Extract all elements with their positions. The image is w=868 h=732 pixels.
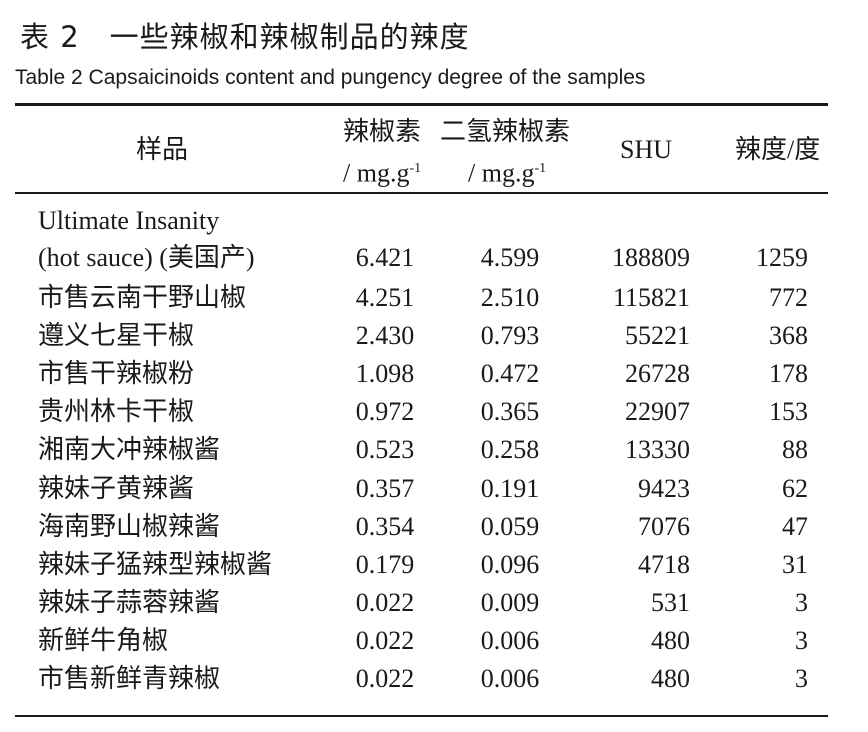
header-rule (15, 192, 828, 194)
pungency-value: 3 (795, 626, 808, 655)
capsaicin-value: 0.354 (355, 512, 415, 541)
capsaicin-value: 0.022 (355, 588, 415, 617)
unit-text: / mg.g (468, 158, 535, 188)
header-capsaicin-unit: / mg.g-1 (343, 150, 421, 193)
dihydrocapsaicin-value: 0.258 (480, 435, 540, 464)
pungency-value: 3 (795, 588, 808, 617)
pungency-value: 153 (769, 397, 808, 426)
shu-value: 26728 (625, 359, 690, 388)
shu-value: 22907 (625, 397, 690, 426)
sample-name-line2: (hot sauce) (美国产) (38, 243, 255, 272)
unit-text: / mg.g (343, 158, 410, 188)
sample-name: 市售新鲜青辣椒 (38, 664, 221, 693)
top-rule (15, 103, 828, 106)
shu-value: 9423 (638, 474, 690, 503)
sample-name: 辣妹子猛辣型辣椒酱 (38, 550, 273, 579)
sample-name: 辣妹子黄辣酱 (38, 474, 195, 503)
dihydrocapsaicin-value: 0.096 (480, 550, 540, 579)
sample-name: Ultimate Insanity (38, 206, 220, 235)
capsaicin-value: 6.421 (355, 243, 415, 272)
shu-value: 188809 (612, 243, 690, 272)
sample-name: 遵义七星干椒 (38, 321, 195, 350)
shu-value: 7076 (638, 512, 690, 541)
dihydrocapsaicin-value: 0.365 (480, 397, 540, 426)
dihydrocapsaicin-value: 0.009 (480, 588, 540, 617)
header-dihydrocapsaicin: 二氢辣椒素 (440, 117, 571, 146)
capsaicin-value: 4.251 (355, 283, 415, 312)
sample-name: 市售干辣椒粉 (38, 359, 195, 388)
shu-value: 4718 (638, 550, 690, 579)
capsaicin-value: 0.022 (355, 664, 415, 693)
shu-value: 13330 (625, 435, 690, 464)
unit-exponent: -1 (409, 161, 422, 176)
pungency-value: 368 (769, 321, 808, 350)
shu-value: 480 (651, 664, 690, 693)
dihydrocapsaicin-value: 0.059 (480, 512, 540, 541)
sample-name: 辣妹子蒜蓉辣酱 (38, 588, 221, 617)
pungency-value: 3 (795, 664, 808, 693)
dihydrocapsaicin-value: 0.191 (480, 474, 540, 503)
header-dihydrocapsaicin-unit: / mg.g-1 (468, 150, 546, 193)
capsaicin-value: 0.022 (355, 626, 415, 655)
sample-name: 市售云南干野山椒 (38, 283, 247, 312)
header-pungency: 辣度/度 (735, 135, 821, 164)
capsaicin-value: 0.972 (355, 397, 415, 426)
table-subtitle: Table 2 Capsaicinoids content and pungen… (15, 66, 646, 89)
capsaicin-value: 0.179 (355, 550, 415, 579)
pungency-value: 178 (769, 359, 808, 388)
capsaicin-value: 0.357 (355, 474, 415, 503)
dihydrocapsaicin-value: 0.006 (480, 626, 540, 655)
shu-value: 115821 (612, 283, 690, 312)
pungency-value: 62 (782, 474, 808, 503)
shu-value: 480 (651, 626, 690, 655)
pungency-value: 47 (782, 512, 808, 541)
bottom-rule (15, 715, 828, 717)
shu-value: 531 (651, 588, 690, 617)
capsaicin-value: 1.098 (355, 359, 415, 388)
dihydrocapsaicin-value: 0.793 (480, 321, 540, 350)
pungency-value: 1259 (756, 243, 808, 272)
sample-name: 湘南大冲辣椒酱 (38, 435, 221, 464)
header-capsaicin: 辣椒素 (343, 117, 422, 146)
dihydrocapsaicin-value: 4.599 (480, 243, 540, 272)
pungency-value: 88 (782, 435, 808, 464)
capsaicin-value: 0.523 (355, 435, 415, 464)
dihydrocapsaicin-value: 0.006 (480, 664, 540, 693)
pungency-value: 31 (782, 550, 808, 579)
header-sample: 样品 (136, 135, 189, 164)
dihydrocapsaicin-value: 2.510 (480, 283, 540, 312)
dihydrocapsaicin-value: 0.472 (480, 359, 540, 388)
unit-exponent: -1 (534, 161, 547, 176)
sample-name: 贵州林卡干椒 (38, 397, 195, 426)
shu-value: 55221 (625, 321, 690, 350)
capsaicin-value: 2.430 (355, 321, 415, 350)
sample-name: 海南野山椒辣酱 (38, 512, 221, 541)
table-title: 表 2 一些辣椒和辣椒制品的辣度 (20, 20, 470, 54)
sample-name: 新鲜牛角椒 (38, 626, 169, 655)
header-shu: SHU (620, 135, 673, 164)
pungency-value: 772 (769, 283, 808, 312)
